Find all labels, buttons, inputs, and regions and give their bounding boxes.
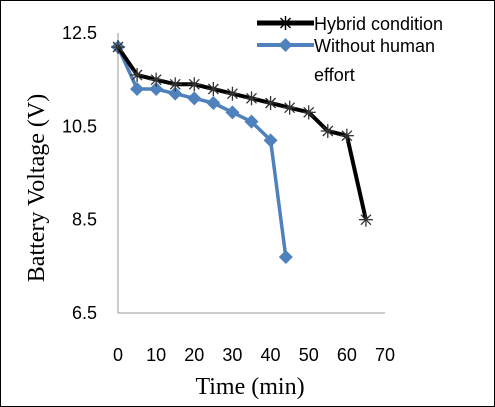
data-point	[206, 96, 221, 110]
legend: Hybrid condition Without human effort	[257, 14, 443, 85]
series-layer	[111, 40, 373, 264]
data-point	[339, 128, 354, 143]
data-point	[301, 105, 316, 120]
data-point	[206, 82, 221, 96]
y-tick-label: 6.5	[72, 303, 97, 323]
data-point	[244, 91, 259, 106]
axes	[117, 33, 385, 314]
y-tick-label: 10.5	[62, 116, 97, 136]
data-point	[320, 124, 335, 138]
x-tick-label: 50	[299, 345, 319, 365]
x-tick-label: 10	[146, 345, 166, 365]
series-0	[111, 40, 373, 227]
x-tick-label: 20	[184, 345, 204, 365]
x-tick-label: 30	[222, 345, 242, 365]
data-point	[225, 86, 240, 101]
legend-label-hybrid: Hybrid condition	[314, 14, 443, 34]
legend-label-without-human: Without human effort	[314, 36, 440, 85]
x-tick-label: 60	[337, 345, 357, 365]
legend-label-line-2: effort	[314, 65, 355, 85]
data-point	[282, 100, 297, 115]
x-tick-label: 70	[375, 345, 395, 365]
data-point	[168, 77, 183, 92]
x-tick-label: 0	[113, 345, 123, 365]
x-tick-labels: 0 10 20 30 40 50 60 70	[113, 345, 395, 365]
data-point	[187, 91, 202, 106]
data-point	[358, 212, 373, 227]
series-line	[116, 46, 288, 258]
data-point	[149, 72, 164, 87]
data-point	[263, 96, 278, 110]
data-point	[130, 82, 145, 96]
y-tick-label: 12.5	[62, 23, 97, 43]
y-tick-labels: 12.5 10.5 8.5 6.5	[62, 23, 97, 323]
legend-item-hybrid: Hybrid condition	[257, 14, 443, 34]
data-point	[130, 68, 145, 82]
data-point	[225, 105, 240, 120]
data-point	[244, 114, 259, 129]
x-axis-title: Time (min)	[195, 374, 304, 400]
legend-label-line-1: Without human	[314, 36, 435, 56]
legend-asterisk-icon	[278, 16, 293, 30]
data-point	[111, 40, 125, 54]
legend-item-without-human: Without human effort	[257, 36, 440, 85]
data-point	[263, 133, 278, 148]
data-point	[168, 86, 183, 101]
y-axis-title: Battery Voltage (V)	[24, 94, 50, 282]
y-tick-label: 8.5	[72, 210, 97, 230]
x-tick-label: 40	[261, 345, 281, 365]
data-point	[278, 250, 293, 264]
data-point	[187, 77, 202, 92]
data-point	[149, 82, 164, 96]
legend-diamond-icon	[278, 38, 293, 52]
